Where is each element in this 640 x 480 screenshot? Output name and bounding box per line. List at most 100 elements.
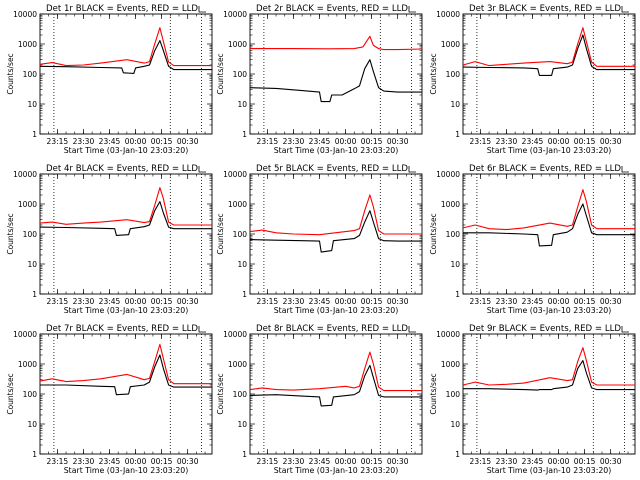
x-axis-title: Start Time (03-Jan-10 23:03:20) [64, 306, 189, 315]
x-tick-label: 23:15 [257, 137, 279, 146]
corner-marker [408, 166, 416, 173]
events-series-line [463, 203, 635, 247]
x-tick-label: 23:30 [283, 297, 305, 306]
detector-panel: Det 7r BLACK = Events, RED = LLD 1 10 100 10… [6, 324, 213, 475]
y-axis-title: Counts/sec [429, 53, 438, 94]
x-tick-label: 23:15 [47, 137, 69, 146]
detector-panel: Det 3r BLACK = Events, RED = LLD 1 10 100 10… [429, 4, 636, 155]
x-tick-label: 00:15 [151, 297, 173, 306]
x-tick-label: 23:45 [522, 297, 544, 306]
detector-panel: Det 6r BLACK = Events, RED = LLD 1 10 100 10… [429, 164, 636, 315]
y-tick-label: 10000 [13, 10, 37, 19]
x-tick-label: 23:45 [99, 137, 121, 146]
y-tick-label: 1000 [441, 360, 460, 369]
y-tick-label: 10 [450, 260, 460, 269]
x-tick-label: 00:15 [151, 137, 173, 146]
y-axis-title: Counts/sec [429, 373, 438, 414]
y-tick-label: 1000 [228, 40, 247, 49]
x-tick-label: 23:45 [99, 457, 121, 466]
y-tick-label: 1 [242, 450, 247, 459]
x-tick-label: 00:30 [600, 297, 622, 306]
detector-panel: Det 8r BLACK = Events, RED = LLD 1 10 100 10… [216, 324, 423, 475]
panel-title: Det 5r BLACK = Events, RED = LLD [256, 164, 408, 174]
detector-panel: Det 2r BLACK = Events, RED = LLD 1 10 100 10… [216, 4, 423, 155]
x-tick-label: 23:45 [309, 457, 331, 466]
panel-title: Det 7r BLACK = Events, RED = LLD [46, 324, 198, 334]
x-tick-label: 00:15 [574, 457, 596, 466]
x-tick-label: 23:30 [73, 457, 95, 466]
y-tick-label: 10000 [13, 170, 37, 179]
y-tick-label: 1000 [441, 40, 460, 49]
y-axis-title: Counts/sec [6, 373, 15, 414]
x-tick-label: 23:45 [99, 297, 121, 306]
y-tick-label: 100 [233, 70, 248, 79]
plot-frame [249, 13, 423, 135]
plot-frame [462, 13, 636, 135]
y-tick-label: 100 [233, 390, 248, 399]
corner-marker [198, 166, 206, 173]
x-tick-label: 00:00 [335, 297, 357, 306]
lld-series-line [462, 347, 635, 386]
x-tick-label: 00:30 [177, 297, 199, 306]
x-tick-label: 23:30 [496, 137, 518, 146]
y-tick-label: 1 [32, 450, 37, 459]
x-tick-label: 23:30 [73, 297, 95, 306]
x-axis-title: Start Time (03-Jan-10 23:03:20) [274, 146, 399, 155]
events-series-line [249, 364, 422, 407]
x-tick-label: 23:30 [496, 297, 518, 306]
events-series-line [39, 40, 212, 74]
y-tick-label: 1000 [18, 360, 37, 369]
y-tick-label: 1 [455, 450, 460, 459]
lld-series-line [462, 27, 635, 67]
x-tick-label: 23:15 [47, 457, 69, 466]
detector-panel: Det 4r BLACK = Events, RED = LLD 1 10 100 10… [6, 164, 213, 315]
lld-series-line [39, 343, 212, 385]
y-tick-label: 10 [237, 260, 247, 269]
panel-title: Det 8r BLACK = Events, RED = LLD [256, 324, 408, 334]
corner-marker [198, 326, 206, 333]
y-tick-label: 100 [446, 390, 461, 399]
events-series-line [249, 210, 422, 253]
x-tick-label: 23:15 [47, 297, 69, 306]
x-axis-title: Start Time (03-Jan-10 23:03:20) [487, 466, 612, 475]
y-tick-label: 1000 [441, 200, 460, 209]
x-tick-label: 23:15 [257, 457, 279, 466]
events-series-line [462, 34, 635, 76]
y-tick-label: 100 [23, 390, 38, 399]
x-tick-label: 00:30 [177, 457, 199, 466]
x-tick-label: 00:00 [125, 457, 147, 466]
x-tick-label: 00:30 [600, 457, 622, 466]
y-tick-label: 10000 [223, 170, 247, 179]
detector-panel: Det 9r BLACK = Events, RED = LLD 1 10 100 10… [429, 324, 636, 475]
y-tick-label: 100 [23, 230, 38, 239]
y-tick-label: 10000 [436, 170, 460, 179]
detector-panel: Det 1r BLACK = Events, RED = LLD 1 10 100 10… [6, 4, 213, 155]
x-tick-label: 00:15 [574, 297, 596, 306]
plot-frame [462, 333, 636, 455]
y-tick-label: 10000 [13, 330, 37, 339]
panel-title: Det 9r BLACK = Events, RED = LLD [469, 324, 621, 334]
corner-marker [621, 6, 629, 13]
x-tick-label: 23:45 [522, 137, 544, 146]
x-tick-label: 00:15 [361, 137, 383, 146]
lld-series-line [249, 351, 422, 392]
events-series-line [39, 201, 212, 236]
x-tick-label: 23:45 [309, 137, 331, 146]
x-tick-label: 00:30 [387, 297, 409, 306]
x-tick-label: 00:00 [548, 137, 570, 146]
y-tick-label: 10000 [223, 330, 247, 339]
x-tick-label: 00:00 [125, 137, 147, 146]
panel-title: Det 2r BLACK = Events, RED = LLD [256, 4, 408, 14]
x-tick-label: 00:00 [548, 297, 570, 306]
y-axis-title: Counts/sec [429, 213, 438, 254]
plot-frame [39, 13, 213, 135]
y-tick-label: 100 [233, 230, 248, 239]
x-tick-label: 00:15 [361, 457, 383, 466]
y-tick-label: 1 [32, 290, 37, 299]
events-series-line [463, 360, 635, 391]
y-axis-title: Counts/sec [6, 53, 15, 94]
x-tick-label: 23:15 [470, 137, 492, 146]
y-tick-label: 1 [32, 130, 37, 139]
plot-frame [462, 173, 636, 295]
